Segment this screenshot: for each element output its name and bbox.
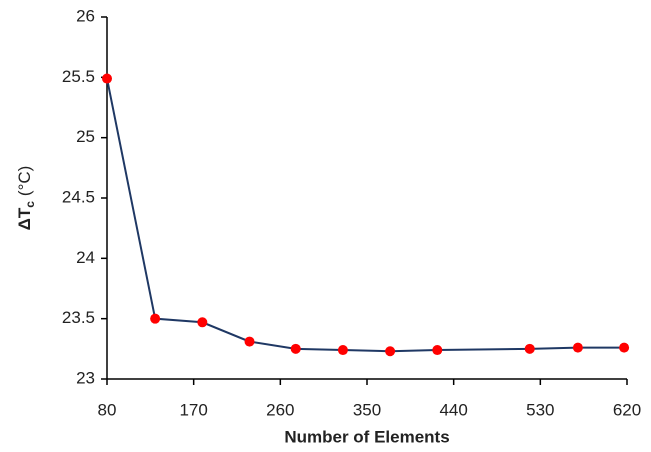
data-point bbox=[150, 313, 161, 324]
y-tick-label: 26 bbox=[76, 6, 95, 25]
x-tick-label: 170 bbox=[179, 400, 207, 419]
data-point bbox=[385, 346, 396, 357]
y-label-unit: (°C) bbox=[15, 166, 34, 196]
y-tick-label: 25 bbox=[76, 127, 95, 146]
x-axis-label: Number of Elements bbox=[284, 427, 449, 446]
y-tick-label: 25.5 bbox=[62, 67, 95, 86]
data-point bbox=[290, 343, 301, 354]
data-point bbox=[524, 343, 535, 354]
data-point bbox=[102, 73, 112, 84]
y-tick-label: 23.5 bbox=[62, 308, 95, 327]
data-point bbox=[197, 317, 208, 328]
x-tick-label: 440 bbox=[439, 400, 467, 419]
data-point bbox=[619, 342, 630, 353]
y-tick-label: 23 bbox=[76, 368, 95, 387]
y-axis-label: ΔTc (°C) bbox=[15, 166, 37, 231]
data-point bbox=[244, 336, 255, 347]
x-tick-label: 80 bbox=[98, 400, 117, 419]
y-tick-label: 24 bbox=[76, 248, 95, 267]
x-tick-label: 260 bbox=[266, 400, 294, 419]
y-label-main: ΔT bbox=[15, 207, 34, 230]
data-point bbox=[337, 345, 348, 356]
y-label-sub: c bbox=[23, 201, 37, 208]
x-tick-label: 620 bbox=[613, 400, 641, 419]
x-tick-label: 530 bbox=[526, 400, 554, 419]
series-line bbox=[106, 78, 625, 353]
data-point bbox=[432, 345, 443, 356]
y-tick-label: 24.5 bbox=[62, 187, 95, 206]
data-point bbox=[572, 342, 583, 353]
x-tick-label: 350 bbox=[353, 400, 381, 419]
